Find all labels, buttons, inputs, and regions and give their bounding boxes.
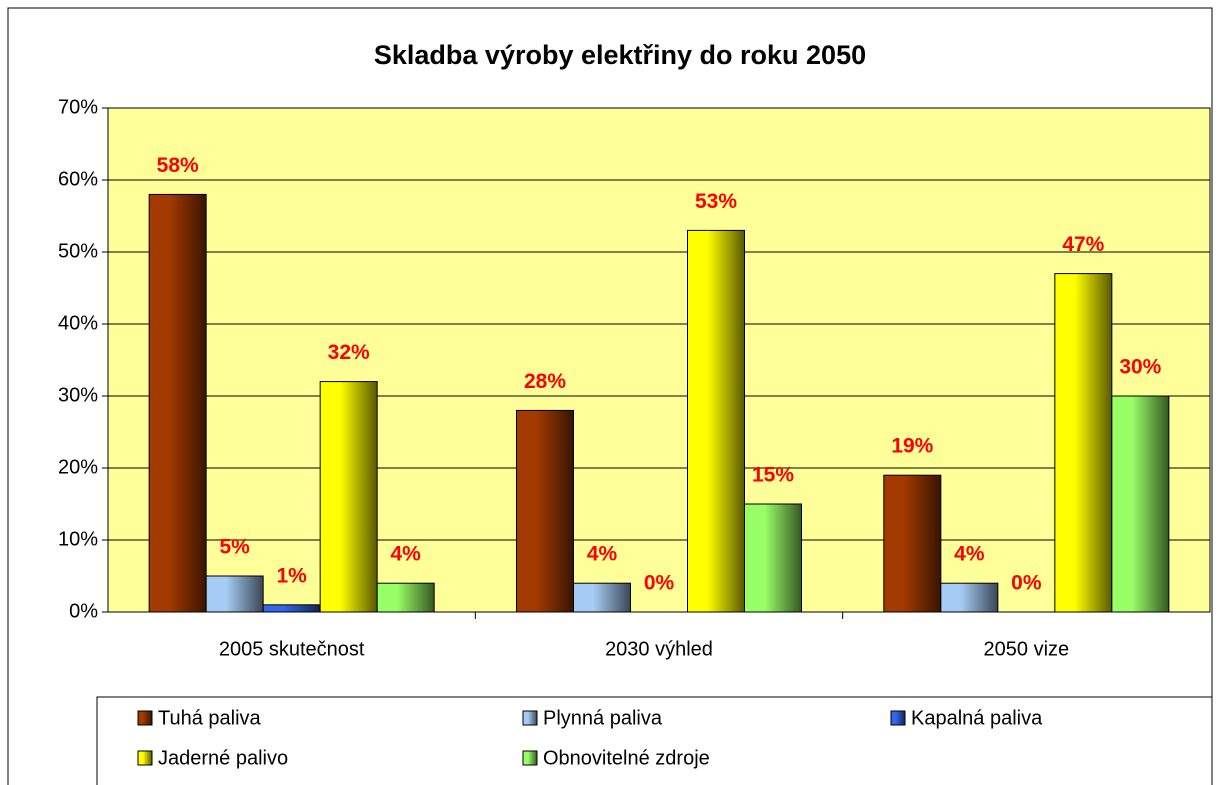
bar <box>376 582 435 613</box>
bar <box>262 604 321 613</box>
data-label: 5% <box>219 536 250 559</box>
y-tick-label: 40% <box>58 312 98 334</box>
data-label: 4% <box>954 543 985 566</box>
x-tick-label: 2005 skutečnost <box>219 638 365 660</box>
x-tick-label: 2030 výhled <box>605 638 713 660</box>
legend-label: Kapalná paliva <box>911 707 1043 729</box>
data-label: 30% <box>1119 356 1161 379</box>
data-label: 4% <box>390 543 421 566</box>
bar <box>744 503 802 613</box>
y-tick-label: 70% <box>58 96 98 118</box>
y-tick-label: 60% <box>58 168 98 190</box>
y-tick-label: 20% <box>58 456 98 478</box>
legend-label: Obnovitelné zdroje <box>543 747 710 769</box>
bar <box>687 229 745 613</box>
legend-box <box>96 696 1213 785</box>
data-label: 53% <box>695 190 737 213</box>
data-label: 1% <box>276 564 307 587</box>
data-label: 28% <box>524 370 566 393</box>
data-label: 19% <box>891 435 933 458</box>
legend-label: Jaderné palivo <box>158 747 288 769</box>
legend-swatch <box>137 710 153 726</box>
legend-label: Plynná paliva <box>543 707 663 729</box>
plot-area <box>108 108 1210 612</box>
bar <box>573 582 631 613</box>
data-label: 0% <box>644 572 675 595</box>
bar <box>516 409 574 613</box>
legend-swatch <box>522 710 538 726</box>
chart-title: Skladba výroby elektřiny do roku 2050 <box>374 40 866 70</box>
bar <box>148 193 207 613</box>
y-tick-label: 0% <box>69 600 98 622</box>
bar <box>1111 395 1170 613</box>
legend-swatch <box>137 750 153 766</box>
bar <box>205 575 264 613</box>
x-tick-label: 2050 vize <box>984 638 1070 660</box>
bar <box>940 582 999 613</box>
data-label: 47% <box>1062 233 1104 256</box>
legend-swatch <box>890 710 906 726</box>
data-label: 58% <box>157 154 199 177</box>
bar <box>1054 273 1113 613</box>
data-label: 15% <box>752 464 794 487</box>
data-label: 0% <box>1011 572 1042 595</box>
y-tick-label: 30% <box>58 384 98 406</box>
bar <box>883 474 942 613</box>
bar <box>319 381 378 613</box>
y-tick-label: 10% <box>58 528 98 550</box>
y-tick-label: 50% <box>58 240 98 262</box>
legend-label: Tuhá paliva <box>158 707 262 729</box>
data-label: 4% <box>587 543 618 566</box>
legend-swatch <box>522 750 538 766</box>
data-label: 32% <box>328 341 370 364</box>
